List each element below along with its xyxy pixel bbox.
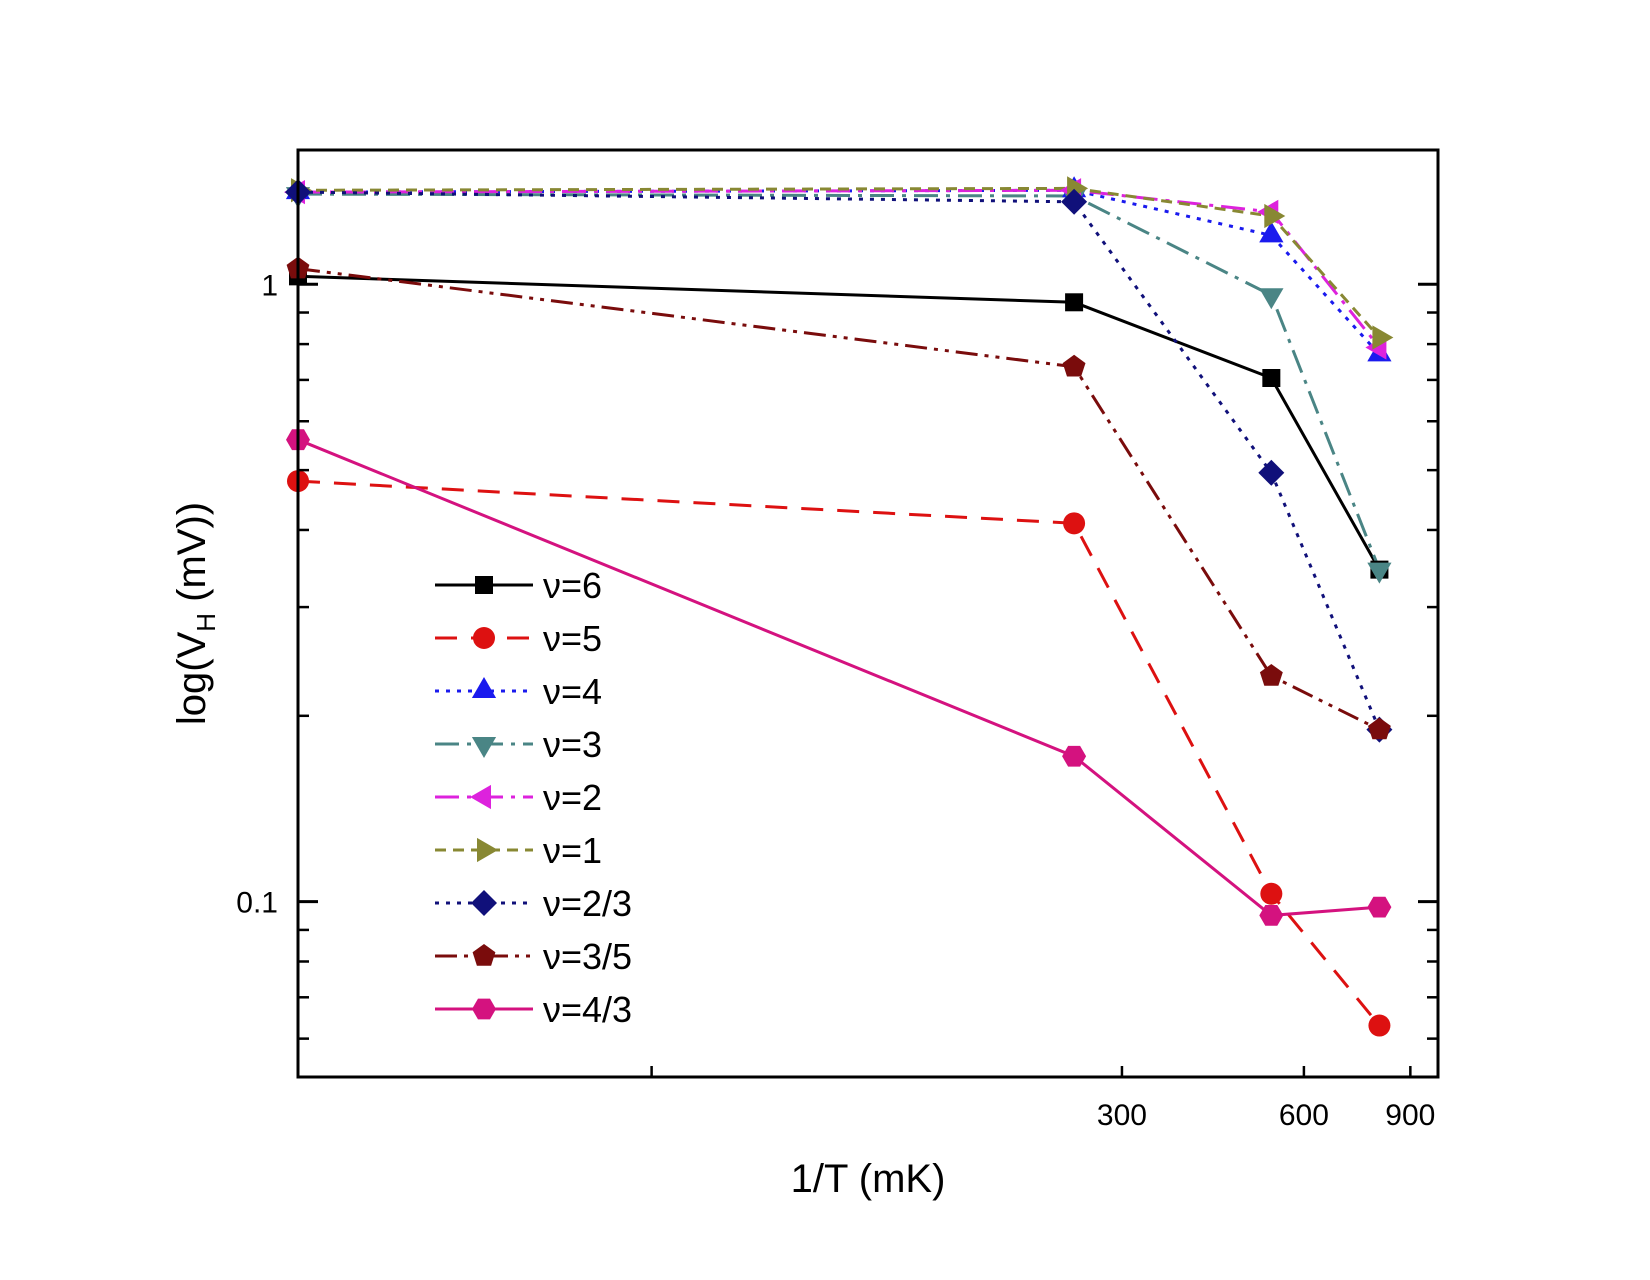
series-2-point-3 xyxy=(1260,882,1283,905)
series-9-point-3 xyxy=(1259,905,1284,926)
series-8-point-2 xyxy=(1062,354,1086,377)
series-4-point-4 xyxy=(1367,562,1392,584)
legend-label-6: ν=1 xyxy=(543,830,602,871)
legend-label-3: ν=4 xyxy=(543,671,602,712)
series-6-point-3 xyxy=(1264,203,1286,229)
series-2-point-4 xyxy=(1368,1014,1391,1037)
legend-label-7: ν=2/3 xyxy=(543,883,632,924)
legend-marker-5 xyxy=(470,784,491,810)
legend-marker-7 xyxy=(471,890,497,916)
legend-label-9: ν=4/3 xyxy=(543,989,632,1030)
series-7-point-3 xyxy=(1258,459,1285,486)
legend-marker-2 xyxy=(473,627,495,649)
legend-marker-4 xyxy=(471,737,497,758)
series-9-point-2 xyxy=(1062,745,1087,767)
y-axis-title-subscript: H xyxy=(191,613,221,632)
legend-label-5: ν=2 xyxy=(543,777,602,818)
series-line-7 xyxy=(297,190,1381,731)
legend-label-8: ν=3/5 xyxy=(543,936,632,977)
x-tick-label: 600 xyxy=(1279,1099,1329,1132)
series-4-point-3 xyxy=(1259,288,1284,310)
x-tick-label: 900 xyxy=(1385,1099,1435,1132)
series-8-point-3 xyxy=(1259,664,1283,686)
series-8-point-4 xyxy=(1368,717,1391,740)
legend-label-2: ν=5 xyxy=(543,618,602,659)
series-7-point-2 xyxy=(1061,188,1088,215)
ticks-layer: 1 0.1 300 600 900 xyxy=(236,269,1438,1132)
x-axis-title: 1/T (mK) xyxy=(791,1157,946,1201)
axes-layer xyxy=(296,148,1440,1079)
legend-marker-3 xyxy=(471,677,497,698)
legend-marker-6 xyxy=(477,837,498,863)
series-1-point-3 xyxy=(1262,368,1281,387)
series-3-point-3 xyxy=(1259,221,1284,243)
plot-frame xyxy=(296,148,1440,1079)
series-2-point-2 xyxy=(1063,512,1086,535)
y-tick-label: 1 xyxy=(261,269,278,302)
markers-layer xyxy=(284,176,1394,1037)
series-line-1 xyxy=(297,274,1381,571)
legend: ν=6 ν=5 ν=4 ν=3 ν=2 ν=1 ν=2/3 ν=3/5 ν=4/3 xyxy=(435,565,632,1030)
y-axis-title: log(VH (mV)) xyxy=(170,502,221,725)
series-6-point-4 xyxy=(1372,325,1394,350)
legend-label-4: ν=3 xyxy=(543,724,602,765)
y-axis-title-prefix: log(V xyxy=(170,631,214,725)
legend-marker-8 xyxy=(472,944,496,966)
y-tick-label: 0.1 xyxy=(236,887,278,920)
legend-marker-9 xyxy=(472,998,496,1020)
legend-label-1: ν=6 xyxy=(543,565,602,606)
series-line-6 xyxy=(297,186,1381,339)
x-tick-label: 300 xyxy=(1097,1099,1147,1132)
legend-marker-1 xyxy=(475,576,493,594)
series-9-point-4 xyxy=(1367,896,1392,918)
series-1-point-2 xyxy=(1065,293,1084,312)
series-line-2 xyxy=(297,479,1381,1027)
series-line-3 xyxy=(297,188,1381,356)
series-line-9 xyxy=(297,438,1380,917)
series-line-4 xyxy=(297,192,1381,571)
y-axis-title-suffix: (mV)) xyxy=(170,502,214,613)
series-layer xyxy=(297,186,1381,1027)
series-line-5 xyxy=(297,188,1381,349)
